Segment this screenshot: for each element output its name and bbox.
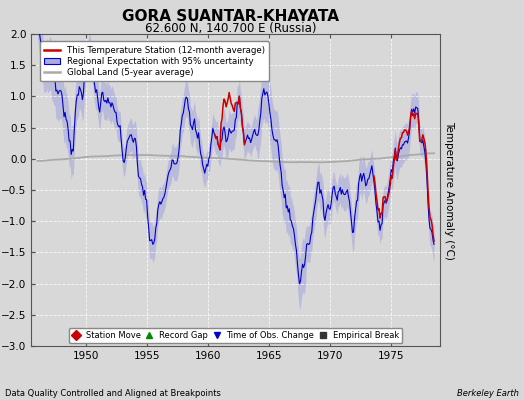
Text: Berkeley Earth: Berkeley Earth — [457, 389, 519, 398]
Text: 62.600 N, 140.700 E (Russia): 62.600 N, 140.700 E (Russia) — [145, 22, 316, 35]
Legend: Station Move, Record Gap, Time of Obs. Change, Empirical Break: Station Move, Record Gap, Time of Obs. C… — [69, 328, 402, 343]
Text: Data Quality Controlled and Aligned at Breakpoints: Data Quality Controlled and Aligned at B… — [5, 389, 221, 398]
Text: GORA SUANTAR-KHAYATA: GORA SUANTAR-KHAYATA — [122, 9, 339, 24]
Y-axis label: Temperature Anomaly (°C): Temperature Anomaly (°C) — [444, 120, 454, 260]
